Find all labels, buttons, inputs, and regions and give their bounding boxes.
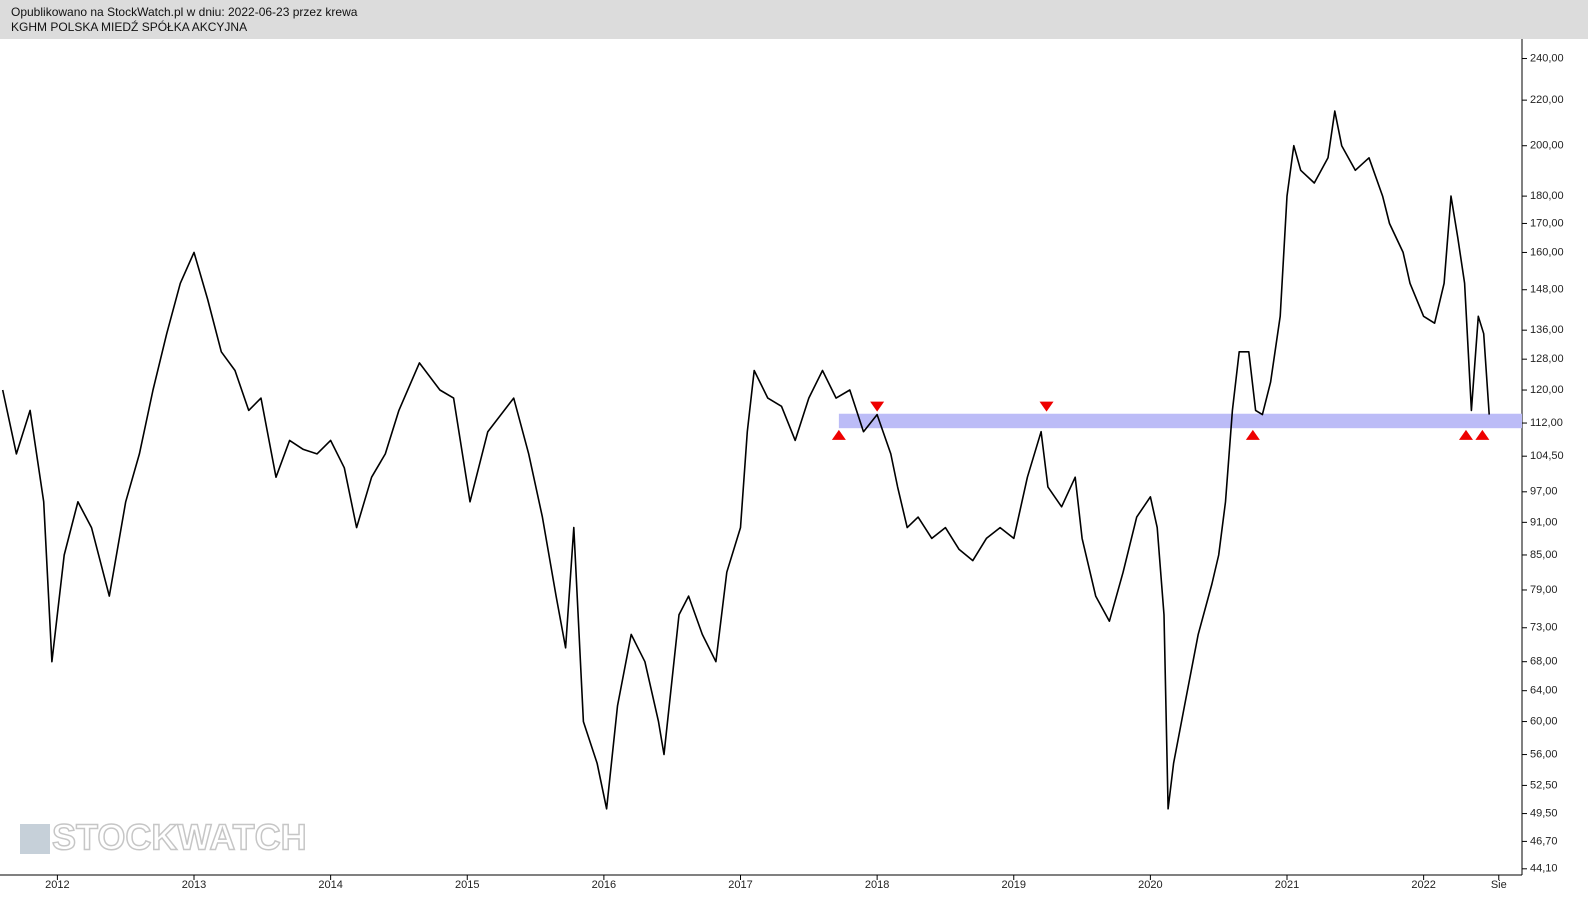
x-tick-label: 2018 — [865, 879, 889, 891]
y-tick-label: 160,00 — [1530, 246, 1564, 258]
x-tick-label: 2016 — [592, 879, 616, 891]
y-tick-label: 52,50 — [1530, 779, 1558, 791]
y-tick-label: 64,00 — [1530, 685, 1558, 697]
y-tick-label: 148,00 — [1530, 284, 1564, 296]
x-tick-label: 2014 — [318, 879, 342, 891]
x-tick-label: 2022 — [1411, 879, 1435, 891]
signal-marker — [870, 401, 885, 412]
y-tick-label: 112,00 — [1530, 417, 1563, 429]
x-tick-label: 2012 — [45, 879, 69, 891]
y-tick-label: 44,10 — [1530, 863, 1558, 875]
y-tick-label: 180,00 — [1530, 190, 1564, 202]
header: Opublikowano na StockWatch.pl w dniu: 20… — [0, 0, 1588, 39]
y-tick-label: 68,00 — [1530, 656, 1558, 668]
logo: STOCKWATCH — [20, 816, 307, 858]
y-tick-label: 136,00 — [1530, 324, 1564, 336]
signal-marker — [1458, 429, 1473, 440]
company-name: KGHM POLSKA MIEDŹ SPÓŁKA AKCYJNA — [11, 20, 248, 34]
plot-area — [0, 39, 1522, 875]
y-tick-label: 128,00 — [1530, 353, 1564, 365]
y-tick-label: 104,50 — [1530, 450, 1564, 462]
x-tick-label: 2017 — [728, 879, 752, 891]
x-tick-label: 2015 — [455, 879, 479, 891]
signal-marker — [1039, 401, 1054, 412]
x-tick-label: 2020 — [1138, 879, 1162, 891]
y-tick-label: 85,00 — [1530, 549, 1558, 561]
y-tick-label: 60,00 — [1530, 715, 1558, 727]
signal-marker — [1475, 429, 1490, 440]
signal-marker — [831, 429, 846, 440]
support-zone — [838, 413, 1522, 429]
x-tick-label: 2019 — [1002, 879, 1026, 891]
y-tick-label: 79,00 — [1530, 584, 1558, 596]
watermark: STOCKWATCH — [52, 817, 307, 858]
price-line — [1, 110, 1490, 810]
y-tick-label: 97,00 — [1530, 486, 1558, 498]
publish-info: Opublikowano na StockWatch.pl w dniu: 20… — [11, 5, 358, 19]
logo-icon — [20, 824, 50, 854]
x-tick-label: 2013 — [182, 879, 206, 891]
y-tick-label: 49,50 — [1530, 807, 1558, 819]
y-tick-label: 91,00 — [1530, 516, 1558, 528]
y-tick-label: 120,00 — [1530, 384, 1564, 396]
signal-marker — [1245, 429, 1260, 440]
y-tick-label: 240,00 — [1530, 52, 1564, 64]
y-tick-label: 170,00 — [1530, 217, 1564, 229]
y-tick-label: 46,70 — [1530, 835, 1558, 847]
y-tick-label: 220,00 — [1530, 94, 1564, 106]
y-tick-label: 200,00 — [1530, 140, 1564, 152]
x-tick-label: 2021 — [1275, 879, 1299, 891]
y-tick-label: 56,00 — [1530, 748, 1558, 760]
x-tick-label: Sie — [1491, 879, 1507, 891]
y-tick-label: 73,00 — [1530, 622, 1558, 634]
